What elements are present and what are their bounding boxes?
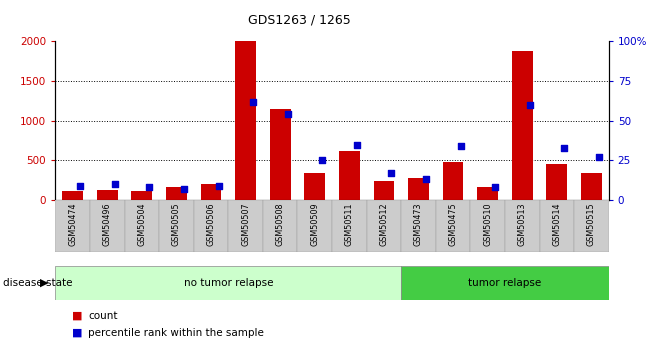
Point xyxy=(317,158,327,163)
Bar xyxy=(505,200,540,252)
Point xyxy=(75,183,85,189)
Bar xyxy=(62,190,83,200)
Text: GSM50474: GSM50474 xyxy=(68,203,77,246)
Bar xyxy=(470,200,505,252)
Text: GDS1263 / 1265: GDS1263 / 1265 xyxy=(248,14,351,27)
Bar xyxy=(235,41,256,200)
Bar xyxy=(401,200,436,252)
Text: tumor relapse: tumor relapse xyxy=(468,278,542,288)
Text: ▶: ▶ xyxy=(40,278,49,288)
Bar xyxy=(132,191,152,200)
Bar xyxy=(97,190,118,200)
Text: ■: ■ xyxy=(72,311,82,321)
Bar xyxy=(124,200,159,252)
Text: GSM50475: GSM50475 xyxy=(449,203,458,246)
Bar xyxy=(194,200,229,252)
Point xyxy=(594,155,604,160)
Text: GSM50496: GSM50496 xyxy=(103,203,112,246)
Text: GSM50505: GSM50505 xyxy=(172,203,181,246)
Bar xyxy=(229,200,263,252)
Bar xyxy=(443,162,464,200)
Text: GSM50473: GSM50473 xyxy=(414,203,423,246)
Bar xyxy=(55,200,90,252)
Point xyxy=(525,102,535,108)
Bar xyxy=(546,164,567,200)
Point xyxy=(352,142,362,147)
Bar xyxy=(581,173,602,200)
Bar xyxy=(90,200,124,252)
Point xyxy=(421,177,432,182)
Bar xyxy=(477,187,498,200)
Point xyxy=(283,112,293,117)
Text: GSM50507: GSM50507 xyxy=(241,203,250,246)
Bar xyxy=(298,200,332,252)
Text: GSM50504: GSM50504 xyxy=(137,203,146,246)
Point xyxy=(559,145,570,150)
Bar xyxy=(263,200,298,252)
Point xyxy=(145,185,155,190)
Text: GSM50514: GSM50514 xyxy=(552,203,561,246)
Text: GSM50512: GSM50512 xyxy=(380,203,389,246)
Bar xyxy=(339,151,359,200)
Text: count: count xyxy=(88,311,117,321)
Bar xyxy=(332,200,367,252)
Text: GSM50509: GSM50509 xyxy=(311,203,319,246)
Point xyxy=(179,186,189,192)
Bar xyxy=(436,200,470,252)
Text: no tumor relapse: no tumor relapse xyxy=(184,278,273,288)
Point xyxy=(456,144,466,149)
Point xyxy=(386,170,396,176)
Text: GSM50510: GSM50510 xyxy=(483,203,492,246)
Bar xyxy=(574,200,609,252)
Bar xyxy=(512,51,533,200)
Bar xyxy=(408,178,429,200)
Text: percentile rank within the sample: percentile rank within the sample xyxy=(88,328,264,338)
Point xyxy=(214,183,224,189)
Text: GSM50515: GSM50515 xyxy=(587,203,596,246)
Bar xyxy=(159,200,194,252)
Point xyxy=(248,99,258,105)
Bar xyxy=(305,173,325,200)
Text: GSM50511: GSM50511 xyxy=(345,203,353,246)
Text: ■: ■ xyxy=(72,328,82,338)
Point xyxy=(109,181,120,187)
Text: GSM50513: GSM50513 xyxy=(518,203,527,246)
Bar xyxy=(401,266,609,300)
Point xyxy=(490,185,501,190)
Bar xyxy=(166,187,187,200)
Bar xyxy=(374,181,395,200)
Bar xyxy=(270,109,290,200)
Bar xyxy=(55,266,401,300)
Text: GSM50508: GSM50508 xyxy=(275,203,284,246)
Bar xyxy=(540,200,574,252)
Bar xyxy=(201,184,221,200)
Bar xyxy=(367,200,401,252)
Text: disease state: disease state xyxy=(3,278,73,288)
Text: GSM50506: GSM50506 xyxy=(206,203,215,246)
